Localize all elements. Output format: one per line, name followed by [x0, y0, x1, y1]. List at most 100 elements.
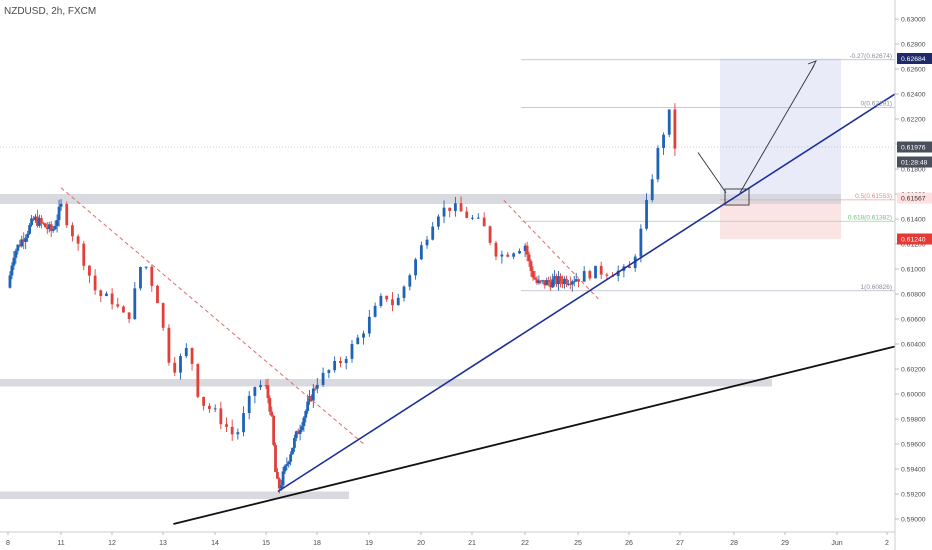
fib-label: 1(0.60826) — [861, 284, 892, 291]
candle-body — [276, 472, 279, 479]
candle-body — [529, 261, 533, 271]
candle-body — [543, 280, 547, 286]
projection-arrow-up — [739, 65, 815, 193]
candle-body — [315, 384, 319, 389]
candle-body — [291, 447, 294, 455]
candle-body — [512, 253, 516, 257]
candle-body — [350, 344, 354, 359]
candle-body — [667, 109, 671, 135]
candle-body — [385, 295, 389, 300]
candle-body — [549, 282, 553, 288]
entry-box — [724, 188, 750, 206]
long-trendline — [173, 345, 895, 525]
candle-body — [274, 444, 277, 473]
price-tick-label: 0.59200 — [901, 492, 926, 499]
candle-body — [448, 207, 452, 212]
date-tick-label: 18 — [313, 540, 321, 547]
date-tick-label: 13 — [159, 540, 167, 547]
candle-body — [266, 385, 270, 398]
candle-body — [8, 275, 12, 288]
candle-body — [133, 288, 137, 320]
candle-body — [531, 270, 535, 278]
price-badge — [897, 141, 932, 153]
candle-body — [300, 426, 304, 431]
price-badge — [897, 192, 932, 204]
date-tick-label: 21 — [468, 540, 476, 547]
price-tick-label: 0.59400 — [901, 467, 926, 474]
price-tick-label: 0.60000 — [901, 392, 926, 399]
candle-body — [88, 265, 91, 276]
candle-body — [356, 337, 360, 345]
candle-body — [208, 405, 211, 409]
candle-body — [321, 372, 325, 385]
candle-body — [577, 279, 580, 282]
candle-body — [476, 217, 480, 219]
candle-body — [55, 220, 59, 227]
candle-body — [51, 229, 55, 231]
candle-body — [616, 270, 620, 277]
candle-body — [184, 347, 188, 357]
candle-body — [156, 285, 159, 304]
candles — [8, 103, 677, 494]
support-zone — [0, 491, 349, 499]
date-tick-label: 26 — [625, 540, 633, 547]
candle-body — [310, 395, 313, 401]
candle-body — [12, 257, 16, 266]
candle-body — [379, 295, 383, 306]
candle-body — [628, 266, 631, 269]
candle-body — [253, 387, 257, 396]
candle-body — [559, 276, 562, 282]
price-badge-label: 0.61567 — [901, 196, 926, 203]
date-tick-label: Jun — [831, 540, 842, 547]
candle-body — [459, 203, 463, 212]
candle-body — [264, 385, 268, 387]
candle-body — [279, 485, 283, 489]
candle-body — [285, 464, 289, 466]
candle-body — [518, 250, 521, 254]
candle-body — [662, 134, 665, 148]
candle-body — [564, 278, 568, 285]
candle-body — [333, 360, 337, 371]
candle-body — [259, 385, 262, 388]
price-tick-label: 0.62800 — [901, 42, 926, 49]
candle-body — [572, 281, 576, 283]
stop-zone — [720, 199, 841, 239]
candle-body — [523, 245, 527, 251]
candle-body — [582, 271, 586, 282]
candle-body — [150, 266, 154, 286]
candle-body — [39, 218, 43, 223]
candle-body — [99, 290, 103, 297]
candle-body — [344, 358, 348, 364]
candle-body — [230, 426, 234, 435]
descending-trendline — [503, 199, 599, 300]
candle-body — [471, 217, 474, 219]
date-tick-label: 27 — [676, 540, 684, 547]
candle-body — [525, 245, 529, 255]
candle-body — [566, 283, 570, 285]
candle-body — [557, 276, 560, 285]
candle-body — [196, 363, 200, 397]
date-tick-label: 28 — [730, 540, 738, 547]
candle-body — [247, 395, 251, 414]
price-tick-label: 0.61800 — [901, 167, 926, 174]
candle-body — [10, 265, 14, 276]
candle-body — [553, 276, 557, 280]
price-badge-label: 0.62684 — [901, 56, 926, 63]
price-badge — [897, 53, 932, 64]
candle-body — [506, 254, 510, 257]
candle-body — [283, 465, 287, 472]
candle-body — [402, 286, 406, 298]
plot-area — [0, 58, 895, 525]
fib-label: -0.27(0.62674) — [849, 53, 892, 60]
candle-body — [167, 327, 171, 363]
price-tick-label: 0.60600 — [901, 317, 926, 324]
price-badge-label: 01:28:48 — [901, 160, 928, 167]
candle-body — [20, 239, 24, 247]
symbol-label: NZDUSD, 2h, FXCM — [4, 6, 97, 17]
candle-body — [122, 306, 125, 313]
candle-body — [236, 432, 240, 435]
price-tick-label: 0.59800 — [901, 417, 926, 424]
candle-body — [190, 347, 194, 364]
candle-body — [561, 281, 564, 284]
